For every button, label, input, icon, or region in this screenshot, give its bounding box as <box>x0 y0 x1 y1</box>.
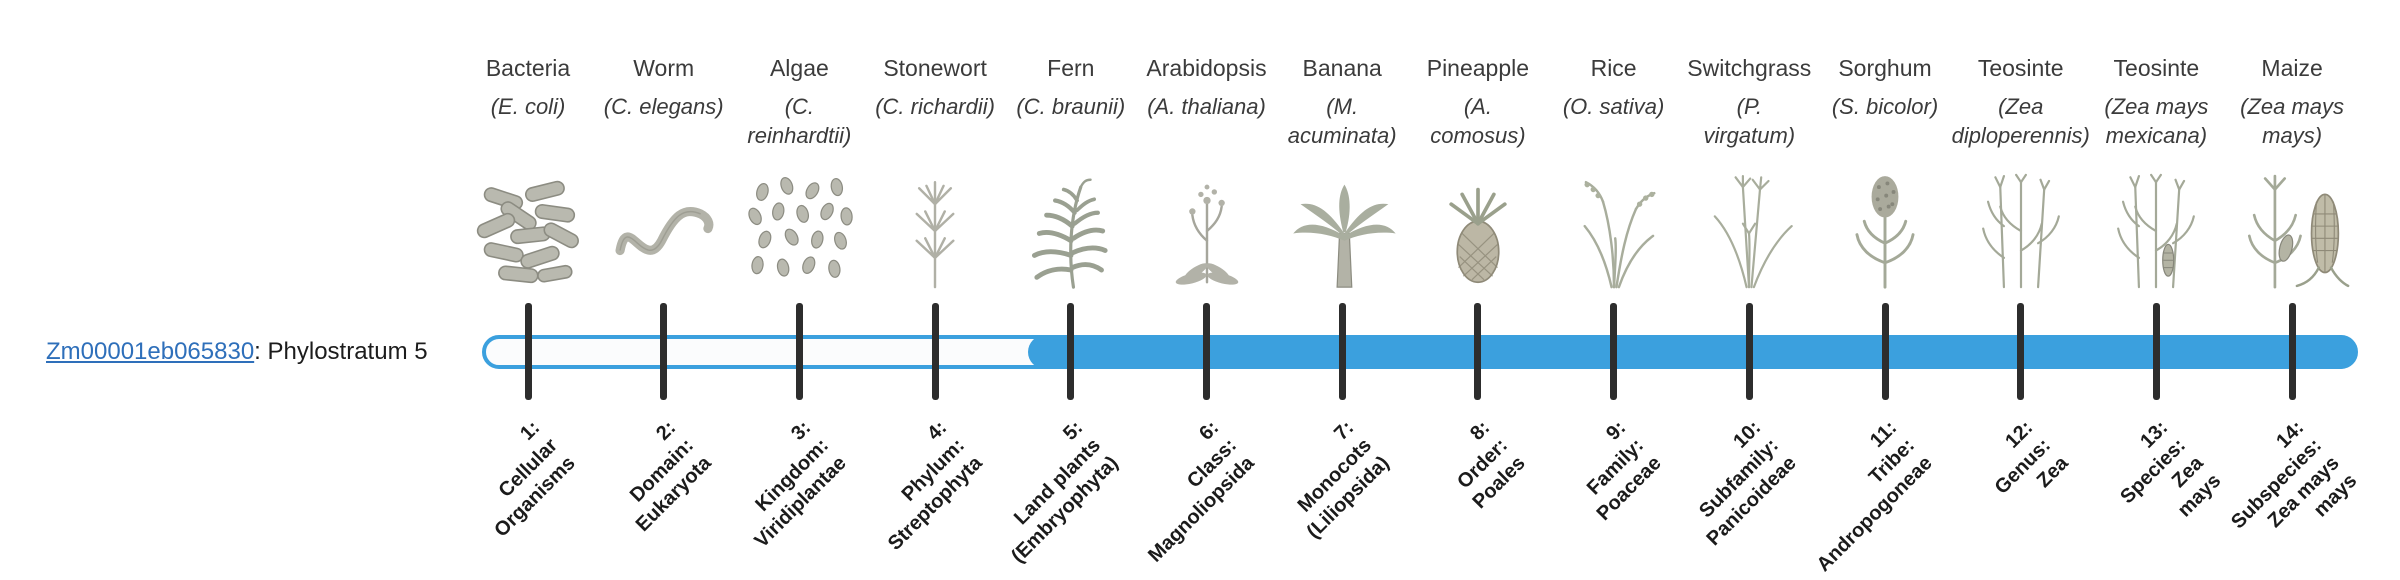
organism-name: Maize <box>2261 55 2323 81</box>
stratum-tick <box>931 303 939 400</box>
rice-icon <box>1552 170 1676 292</box>
organism-scientific-name: (C. braunii) <box>1016 94 1126 119</box>
gene-id-link[interactable]: Zm00001eb065830 <box>46 338 255 365</box>
organism-scientific-name: (Zea mays mexicana) <box>2104 94 2209 148</box>
stratum-tick <box>524 303 532 400</box>
switchgrass-icon <box>1687 170 1811 292</box>
banana-icon <box>1280 170 1404 292</box>
fern-icon <box>1009 170 1133 292</box>
stratum-tick <box>1745 303 1753 400</box>
worm-icon <box>602 170 726 292</box>
stratum-tick <box>660 303 668 400</box>
algae-icon <box>737 170 861 292</box>
teosinte-icon <box>1959 170 2083 292</box>
organism-name: Algae <box>769 55 829 81</box>
arabidopsis-icon <box>1145 170 1269 292</box>
stratum-tick <box>1338 303 1346 400</box>
stratum-tick <box>1881 303 1889 400</box>
organism-name: Teosinte <box>1977 55 2064 81</box>
organism-name: Rice <box>1590 55 1637 81</box>
organism-scientific-name: (E. coli) <box>490 94 566 119</box>
organism-scientific-name: (A. comosus) <box>1430 94 1526 148</box>
stratum-tick <box>2017 303 2025 400</box>
stratum-tick <box>1067 303 1075 400</box>
organism-scientific-name: (S. bicolor) <box>1831 94 1939 119</box>
organism-scientific-name: (C. elegans) <box>603 94 724 119</box>
stratum-tick <box>2152 303 2160 400</box>
bacteria-icon <box>466 170 590 292</box>
organism-name: Teosinte <box>2113 55 2200 81</box>
organism-name: Pineapple <box>1426 55 1530 81</box>
organism-scientific-name: (P. virgatum) <box>1703 94 1796 148</box>
organism-scientific-name: (Zea mays mays) <box>2240 94 2345 148</box>
organism-name: Fern <box>1047 55 1095 81</box>
stonewort-icon <box>873 170 997 292</box>
organism-name: Switchgrass <box>1687 55 1812 81</box>
stratum-tick <box>1474 303 1482 400</box>
pineapple-icon <box>1416 170 1540 292</box>
organism-name: Stonewort <box>883 55 987 81</box>
organism-scientific-name: (A. thaliana) <box>1147 94 1266 119</box>
organism-scientific-name: (Zea diploperennis) <box>1951 94 2090 148</box>
sorghum-icon <box>1823 170 1947 292</box>
organism-name: Worm <box>633 55 695 81</box>
organism-scientific-name: (C. richardii) <box>875 94 995 119</box>
organism-name: Arabidopsis <box>1146 55 1267 81</box>
organism-name: Banana <box>1302 55 1382 81</box>
gene-label: Zm00001eb065830: Phylostratum 5 <box>46 338 428 366</box>
stratum-tick <box>1203 303 1210 400</box>
stratum-tick <box>2288 303 2296 400</box>
gene-phylostratum-text: : Phylostratum 5 <box>254 338 428 365</box>
organism-scientific-name: (M. acuminata) <box>1287 94 1397 148</box>
organism-name: Bacteria <box>485 55 571 81</box>
phylostrata-bar-fill <box>1027 335 2356 369</box>
teosinte-ear-icon <box>2094 170 2218 292</box>
stratum-tick <box>795 303 803 400</box>
organism-name: Sorghum <box>1838 55 1932 81</box>
organism-scientific-name: (C. reinhardtii) <box>747 94 852 148</box>
organism-scientific-name: (O. sativa) <box>1562 94 1665 119</box>
stratum-tick <box>1610 303 1618 400</box>
maize-icon <box>2230 170 2354 292</box>
